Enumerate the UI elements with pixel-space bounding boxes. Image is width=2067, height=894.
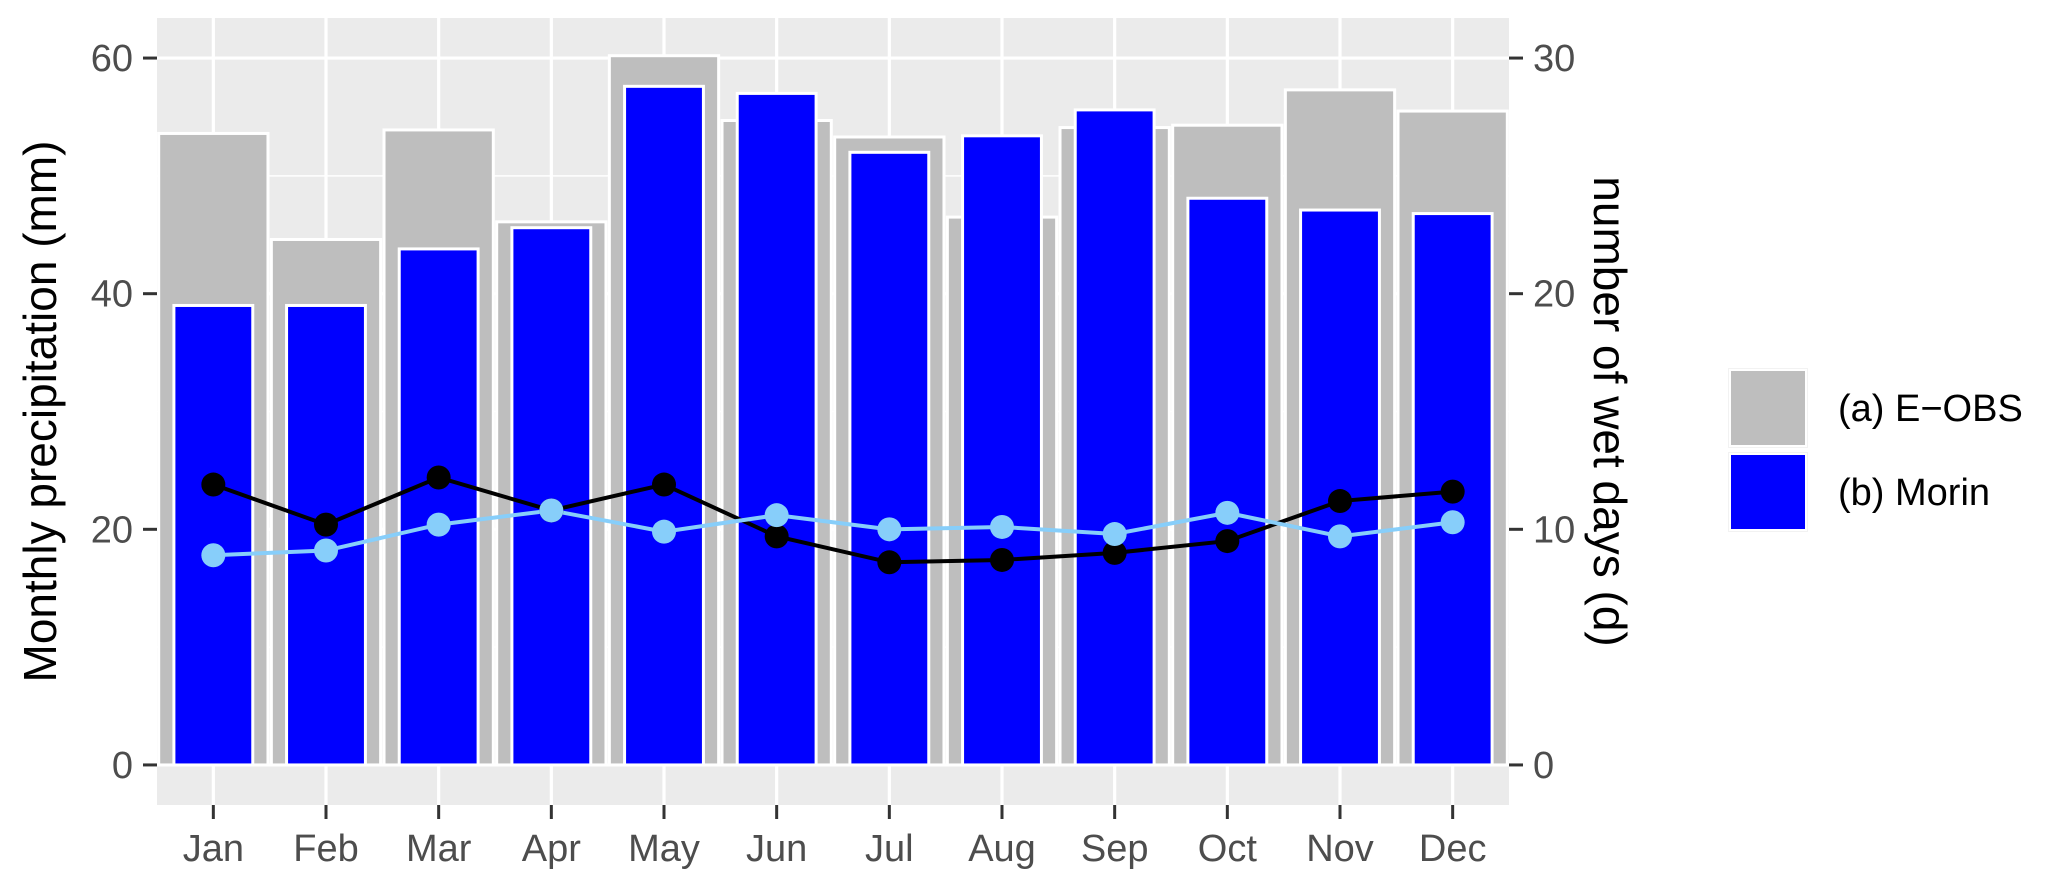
x-tick-label: Mar [406, 828, 472, 870]
point-series-2-feb [314, 538, 338, 563]
legend-label-eobs: (a) E−OBS [1838, 388, 2023, 430]
point-series-1-jan [201, 472, 226, 497]
point-series-1-may [652, 472, 676, 497]
point-series-1-mar [426, 465, 451, 490]
point-series-2-nov [1328, 524, 1352, 549]
x-tick-label: Apr [522, 828, 581, 870]
y-tick-label: 40 [91, 274, 133, 316]
point-series-1-feb [314, 512, 338, 537]
point-series-1-oct [1215, 529, 1240, 554]
point-series-2-aug [990, 514, 1014, 539]
point-series-1-aug [990, 547, 1014, 572]
y-tick-label: 0 [112, 745, 133, 787]
point-series-2-apr [539, 498, 564, 523]
y2-tick-label: 10 [1533, 509, 1575, 551]
legend-key-morin [1729, 453, 1807, 531]
x-tick-label: Jul [865, 828, 914, 870]
bar-morin-nov [1299, 208, 1381, 767]
point-series-2-jul [877, 517, 902, 542]
bar-morin-aug [961, 134, 1043, 767]
x-tick-label: Oct [1198, 828, 1258, 870]
x-tick-label: Sep [1081, 828, 1149, 870]
bar-morin-sep [1073, 108, 1156, 767]
x-tick-label: Jan [183, 828, 244, 870]
x-tick-label: Feb [293, 828, 358, 870]
bar-morin-mar [397, 247, 480, 767]
legend-key-eobs [1729, 369, 1807, 447]
point-series-1-sep [1102, 540, 1127, 565]
bar-morin-may [623, 84, 705, 767]
point-series-2-jun [764, 503, 789, 528]
x-tick-label: Nov [1306, 828, 1374, 870]
point-series-2-may [652, 519, 676, 544]
point-series-1-dec [1440, 479, 1465, 504]
y-axis-title: Monthly precipitation (mm) [14, 141, 66, 683]
axes-layer: 0 20 40 60 0 10 20 30 Jan Feb Mar Apr May Jun Jul Aug Se… [91, 38, 1576, 870]
legend-label-morin: (b) Morin [1838, 472, 1990, 514]
x-tick-label: Jun [746, 828, 807, 870]
line-series-1 [212, 475, 1453, 565]
bar-morin-jan [172, 303, 255, 767]
bar-morin-jul [848, 150, 931, 767]
point-series-2-mar [426, 512, 451, 537]
point-series-2-oct [1215, 500, 1240, 525]
y2-tick-label: 0 [1533, 745, 1554, 787]
legend: (a) E−OBS (b) Morin [1728, 368, 2023, 532]
bar-morin-jun [735, 91, 818, 767]
x-tick-label: Aug [968, 828, 1036, 870]
bar-morin-oct [1186, 196, 1269, 767]
x-tick-label: May [628, 828, 700, 870]
line-series-2 [213, 508, 1453, 558]
point-series-1-jun [764, 524, 789, 549]
y2-tick-label: 30 [1533, 38, 1575, 80]
point-series-2-sep [1102, 522, 1127, 547]
point-series-1-nov [1328, 489, 1352, 514]
y-tick-label: 20 [91, 509, 133, 551]
bar-morin-apr [510, 226, 593, 767]
x-tick-label: Dec [1419, 828, 1487, 870]
point-series-1-jul [877, 550, 902, 575]
y-tick-label: 60 [91, 38, 133, 80]
point-series-2-dec [1440, 510, 1465, 535]
y2-tick-label: 20 [1533, 274, 1575, 316]
lines-layer [201, 465, 1465, 575]
y2-axis-title: number of wet days (d) [1584, 176, 1636, 646]
point-series-2-jan [201, 543, 226, 568]
